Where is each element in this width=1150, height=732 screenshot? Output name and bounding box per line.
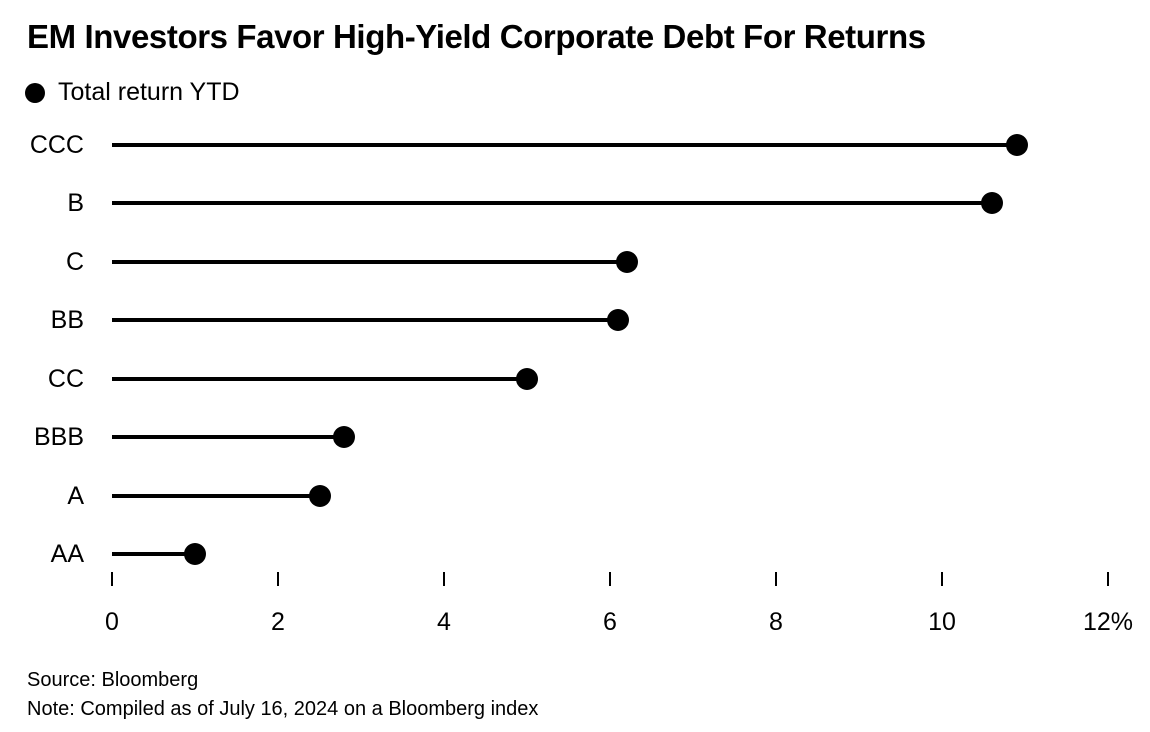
x-tick-label: 10 xyxy=(928,608,956,636)
x-tick xyxy=(277,572,279,586)
lollipop-stem xyxy=(112,143,1017,147)
x-tick-label: 2 xyxy=(271,608,285,636)
x-tick-label: 12% xyxy=(1082,608,1134,636)
x-tick xyxy=(443,572,445,586)
category-label: CCC xyxy=(29,131,84,159)
x-tick xyxy=(1107,572,1109,586)
x-tick-label: 8 xyxy=(769,608,783,636)
x-tick-label: 0 xyxy=(105,608,119,636)
lollipop-dot xyxy=(333,426,356,449)
source-note: Source: Bloomberg xyxy=(27,669,199,691)
category-label: AA xyxy=(50,540,84,568)
x-tick-label: 6 xyxy=(603,608,617,636)
lollipop-dot xyxy=(516,367,538,390)
footer: Source: Bloomberg Note: Compiled as of J… xyxy=(27,666,538,724)
lollipop-stem xyxy=(112,201,992,206)
x-tick-label: 4 xyxy=(437,608,451,636)
lollipop-dot xyxy=(607,309,630,332)
category-label: BB xyxy=(50,306,84,335)
lollipop-dot xyxy=(615,250,638,273)
lollipop-stem xyxy=(112,259,627,264)
lollipop-dot xyxy=(980,192,1003,215)
legend-dot-icon xyxy=(25,82,45,103)
lollipop-stem xyxy=(112,552,195,556)
x-tick xyxy=(111,572,113,586)
x-tick xyxy=(609,572,611,586)
category-label: A xyxy=(67,481,84,510)
lollipop-dot xyxy=(308,484,331,507)
chart-title: EM Investors Favor High-Yield Corporate … xyxy=(27,18,926,55)
lollipop-dot xyxy=(184,543,206,565)
category-label: CC xyxy=(47,364,84,393)
lollipop-dot xyxy=(1005,134,1028,156)
category-label: BBB xyxy=(33,423,84,452)
category-label: C xyxy=(65,247,84,276)
x-tick xyxy=(775,572,777,586)
lollipop-stem xyxy=(112,435,345,440)
lollipop-stem xyxy=(112,318,619,323)
x-tick xyxy=(941,572,943,586)
compiled-note: Note: Compiled as of July 16, 2024 on a … xyxy=(27,698,539,720)
legend-label: Total return YTD xyxy=(58,78,240,106)
category-label: B xyxy=(67,189,84,218)
legend: Total return YTD xyxy=(25,80,240,105)
lollipop-stem xyxy=(112,493,320,498)
lollipop-stem xyxy=(112,376,527,381)
